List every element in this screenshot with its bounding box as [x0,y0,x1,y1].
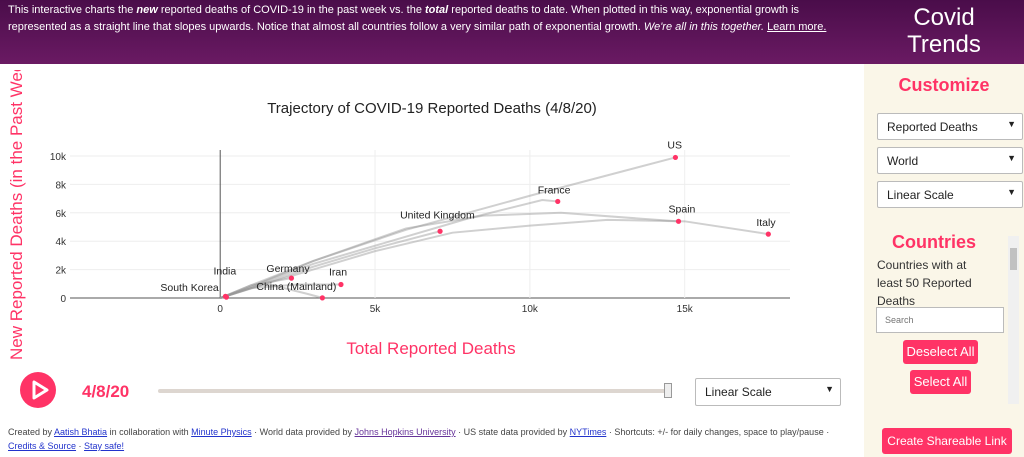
brand-line1: Covid [913,4,975,31]
footer-text: Created by [8,427,55,437]
data-point [675,218,682,224]
series-label: South Korea [160,282,219,294]
y-tick-label: 0 [60,294,66,305]
scale-select-bottom[interactable]: Linear Scale ▼ [695,378,841,406]
data-point [223,294,229,300]
play-button[interactable] [20,372,56,408]
footer-text: · Shortcuts: +/- for daily changes, spac… [606,427,830,437]
chevron-down-icon: ▼ [1007,153,1016,163]
aatish-link[interactable]: Aatish Bhatia [54,427,108,437]
series-line-italy [219,218,769,299]
footer-text: · US state data provided by [455,427,570,437]
chevron-down-icon: ▼ [1007,187,1016,197]
x-tick-label: 10k [522,304,539,315]
countries-panel: Countries Countries with at least 50 Rep… [864,232,1024,407]
intro-total: total [425,4,449,16]
region-select[interactable]: World ▼ [877,147,1023,174]
date-label: 4/8/20 [82,382,130,401]
sidebar: Customize Reported Deaths ▼ World ▼ Linear… [864,64,1024,457]
intro-text: This interactive charts the [8,4,137,16]
footer-text: in collaboration with [107,427,192,437]
x-axis-label: Total Reported Deaths [346,339,516,358]
intro-banner: This interactive charts the new reported… [0,0,864,64]
series-label: India [213,265,236,277]
series-line-france [219,199,558,299]
customize-heading: Customize [898,75,990,95]
series-label: France [538,184,571,196]
chevron-down-icon: ▼ [825,384,834,394]
chevron-down-icon: ▼ [1007,119,1016,129]
data-point [765,231,771,237]
series-line-china-mainland- [219,282,323,299]
y-tick-label: 6k [55,209,67,220]
series-line-iran [219,283,341,299]
stay-safe-link[interactable]: Stay safe! [84,441,125,451]
region-value: World [887,154,919,168]
intro-new: new [136,4,158,16]
series-line-germany [219,277,292,299]
chart: Trajectory of COVID-19 Reported Deaths (… [50,100,790,315]
scale-select-value: Linear Scale [705,385,772,399]
countries-desc: Countries with at least 50 Reported Deat… [877,258,972,308]
data-point [338,281,344,288]
learn-more-link[interactable]: Learn more. [767,21,827,33]
series-label: Spain [669,203,696,215]
countries-heading: Countries [891,232,976,252]
data-point [672,154,679,161]
data-point [319,295,325,301]
jhu-link[interactable]: Johns Hopkins University [354,427,456,437]
play-icon [32,380,49,400]
series-label: Iran [329,267,347,279]
country-search-input[interactable] [876,307,1004,333]
minute-physics-link[interactable]: Minute Physics [191,427,252,437]
y-tick-label: 10k [50,152,67,163]
series-line-united-kingdom [219,230,441,299]
series-line-spain [219,211,679,299]
data-point [437,228,443,234]
create-shareable-link-button[interactable]: Create Shareable Link [882,428,1012,454]
metric-value: Reported Deaths [887,120,978,134]
intro-text-3: reported deaths to date. When plotted in… [8,4,800,33]
footer: Created by Aatish Bhatia in collaboratio… [8,425,858,453]
brand-line2: Trends [907,31,981,58]
series-label: Italy [756,217,776,229]
chart-title: Trajectory of COVID-19 Reported Deaths (… [267,100,597,117]
data-point [555,198,561,205]
slider-handle[interactable] [664,383,672,398]
y-tick-label: 2k [55,266,67,277]
series-line-us [219,156,676,299]
footer-text: · World data provided by [251,427,355,437]
deselect-all-button[interactable]: Deselect All [903,340,978,364]
y-tick-label: 8k [55,180,67,191]
series-label: China (Mainland) [256,281,336,293]
scrollbar-thumb[interactable] [1010,248,1017,270]
intro-together: We're all in this together. [643,21,764,33]
series-label: United Kingdom [400,209,475,221]
x-tick-label: 15k [677,304,694,315]
x-tick-label: 0 [217,304,223,315]
credits-link[interactable]: Credits & Source [8,441,77,451]
select-all-button[interactable]: Select All [910,370,971,394]
brand-logo: Covid Trends [864,0,1024,64]
scale-value: Linear Scale [887,188,954,202]
y-tick-label: 4k [55,237,67,248]
series-label: US [667,139,682,151]
scrollbar[interactable] [1008,236,1019,404]
date-slider[interactable] [158,383,672,398]
data-point [288,275,295,281]
series-label: Germany [266,263,310,275]
x-tick-label: 5k [370,304,382,315]
footer-text: · [76,441,85,451]
nytimes-link[interactable]: NYTimes [569,427,607,437]
intro-text-2: reported deaths of COVID-19 in the past … [157,4,425,16]
scale-select[interactable]: Linear Scale ▼ [877,181,1023,208]
metric-select[interactable]: Reported Deaths ▼ [877,113,1023,140]
